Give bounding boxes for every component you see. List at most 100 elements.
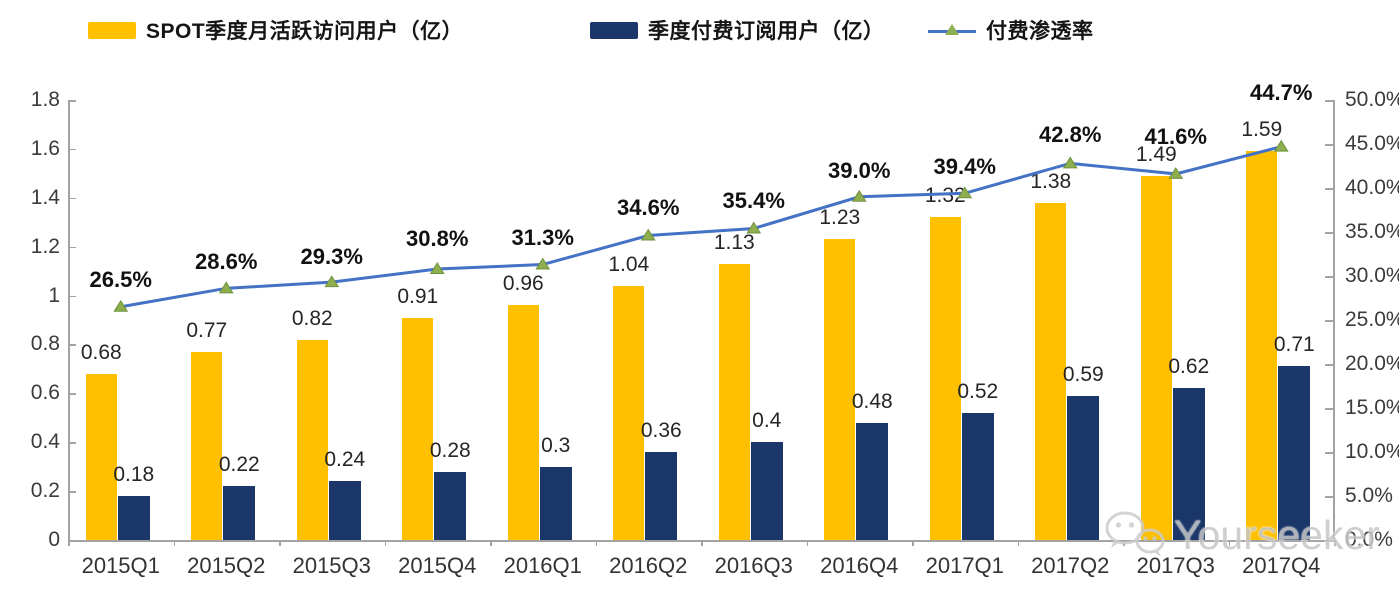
- right-axis-tick: [1325, 320, 1333, 322]
- subs-bar: [856, 422, 889, 540]
- left-axis-tick-label: 1.8: [30, 88, 60, 111]
- x-axis-label: 2015Q4: [398, 553, 477, 578]
- watermark: Yourseeker: [1104, 508, 1380, 562]
- left-axis-tick-label: 0.2: [30, 479, 60, 503]
- subs-bar-value: 0.4: [752, 409, 782, 433]
- subs-legend-label: 季度付费订阅用户（亿）: [648, 20, 885, 43]
- right-axis-tick: [1325, 364, 1333, 366]
- penetration-marker: [640, 228, 656, 241]
- subs-bar: [223, 486, 256, 540]
- legend-item-subs: 季度付费订阅用户（亿）: [590, 18, 885, 43]
- x-axis-tick: [279, 540, 281, 546]
- x-axis-tick: [490, 540, 492, 546]
- mau-bar-value: 1.13: [713, 230, 755, 254]
- left-axis-tick: [69, 491, 76, 493]
- left-axis-tick-label: 0: [48, 528, 60, 551]
- mau-bar: [296, 339, 328, 540]
- watermark-text: Yourseeker: [1174, 511, 1380, 558]
- x-axis-tick: [173, 540, 175, 546]
- left-axis-tick: [69, 344, 76, 346]
- right-axis-tick-label: 40.0%: [1345, 176, 1399, 199]
- left-axis-tick-label: 1: [48, 283, 60, 307]
- x-axis-tick: [1334, 540, 1336, 546]
- x-axis-tick: [912, 540, 914, 546]
- subs-bar: [539, 466, 572, 540]
- right-axis-tick-label: 25.0%: [1345, 308, 1399, 331]
- left-axis-tick-label: 0.8: [30, 332, 60, 356]
- subs-bar: [750, 442, 783, 540]
- subs-bar-value: 0.22: [218, 453, 260, 477]
- left-axis-tick: [69, 393, 76, 395]
- x-axis-tick: [806, 540, 808, 546]
- x-axis-tick: [1017, 540, 1019, 546]
- x-axis-label: 2016Q2: [609, 553, 688, 578]
- left-axis-tick-label: 1.6: [30, 136, 60, 160]
- left-axis-tick-label: 0.6: [30, 381, 60, 405]
- subs-bar: [328, 481, 361, 540]
- subs-bar-value: 0.59: [1062, 362, 1104, 386]
- right-axis-tick: [1325, 100, 1333, 102]
- left-axis-tick-label: 0.4: [30, 430, 60, 454]
- subs-bar-value: 0.36: [640, 419, 682, 442]
- left-axis-line: [68, 100, 70, 540]
- legend-item-penetration: 付费渗透率: [928, 18, 1094, 43]
- left-axis-tick: [69, 246, 76, 249]
- mau-bar: [718, 263, 750, 540]
- x-axis-label: 2017Q3: [1136, 553, 1215, 578]
- left-axis-tick-label: 1.4: [30, 185, 60, 209]
- mau-bar: [824, 239, 856, 540]
- penetration-marker: [324, 275, 340, 288]
- x-axis-label: 2016Q4: [820, 553, 899, 578]
- mau-bar-value: 1.32: [924, 184, 966, 208]
- mau-legend-swatch: [88, 21, 136, 39]
- mau-bar: [929, 217, 961, 540]
- x-axis-tick: [595, 540, 597, 546]
- x-axis-label: 2017Q4: [1242, 553, 1321, 578]
- x-axis-tick: [1228, 540, 1230, 546]
- x-axis-tick: [384, 540, 386, 546]
- mau-bar-value: 0.68: [80, 340, 122, 364]
- penetration-legend-label: 付费渗透率: [986, 20, 1094, 43]
- penetration-value-label: 41.6%: [1144, 123, 1207, 149]
- subs-bar: [1172, 388, 1205, 540]
- right-axis-tick-label: 0.0%: [1345, 528, 1393, 551]
- right-axis-tick-label: 35.0%: [1345, 220, 1399, 243]
- mau-bar-value: 1.04: [608, 252, 650, 276]
- right-axis-tick: [1325, 540, 1333, 542]
- subs-bar: [117, 496, 150, 540]
- mau-bar: [1035, 202, 1067, 540]
- left-axis-tick-label: 1.2: [30, 234, 60, 258]
- mau-bar-value: 0.77: [186, 318, 228, 342]
- subs-bar: [434, 471, 467, 540]
- mau-bar-value: 1.23: [819, 206, 861, 230]
- subs-bar: [645, 452, 678, 540]
- penetration-line: [120, 145, 1282, 309]
- mau-bar: [1246, 151, 1278, 540]
- mau-bar: [191, 351, 223, 540]
- left-axis-tick: [69, 540, 76, 542]
- x-axis-tick: [68, 540, 70, 546]
- penetration-value-label: 30.8%: [406, 225, 469, 251]
- subs-bar-value: 0.28: [429, 438, 471, 462]
- mau-legend-label: SPOT季度月活跃访问用户（亿）: [146, 20, 464, 43]
- mau-bar: [507, 305, 539, 540]
- subs-bar-value: 0.48: [851, 389, 893, 413]
- mau-bar-value: 1.38: [1030, 169, 1072, 193]
- subs-bar: [1278, 366, 1311, 540]
- triangle-marker-icon: [945, 23, 959, 35]
- mau-bar: [613, 285, 645, 540]
- penetration-value-label: 26.5%: [89, 266, 152, 292]
- penetration-value-label: 34.6%: [617, 194, 680, 220]
- right-axis-tick: [1325, 144, 1333, 146]
- mau-bar: [402, 317, 434, 540]
- right-axis-tick: [1325, 232, 1333, 234]
- left-axis-tick: [69, 100, 76, 102]
- subs-legend-swatch: [590, 21, 638, 39]
- right-axis-tick-label: 30.0%: [1345, 264, 1399, 287]
- right-axis-tick-label: 50.0%: [1345, 88, 1399, 111]
- x-axis-label: 2017Q1: [925, 553, 1004, 578]
- subs-bar-value: 0.71: [1273, 333, 1315, 357]
- right-axis-line: [1333, 100, 1335, 540]
- penetration-marker: [1062, 156, 1078, 169]
- mau-bar: [85, 373, 117, 540]
